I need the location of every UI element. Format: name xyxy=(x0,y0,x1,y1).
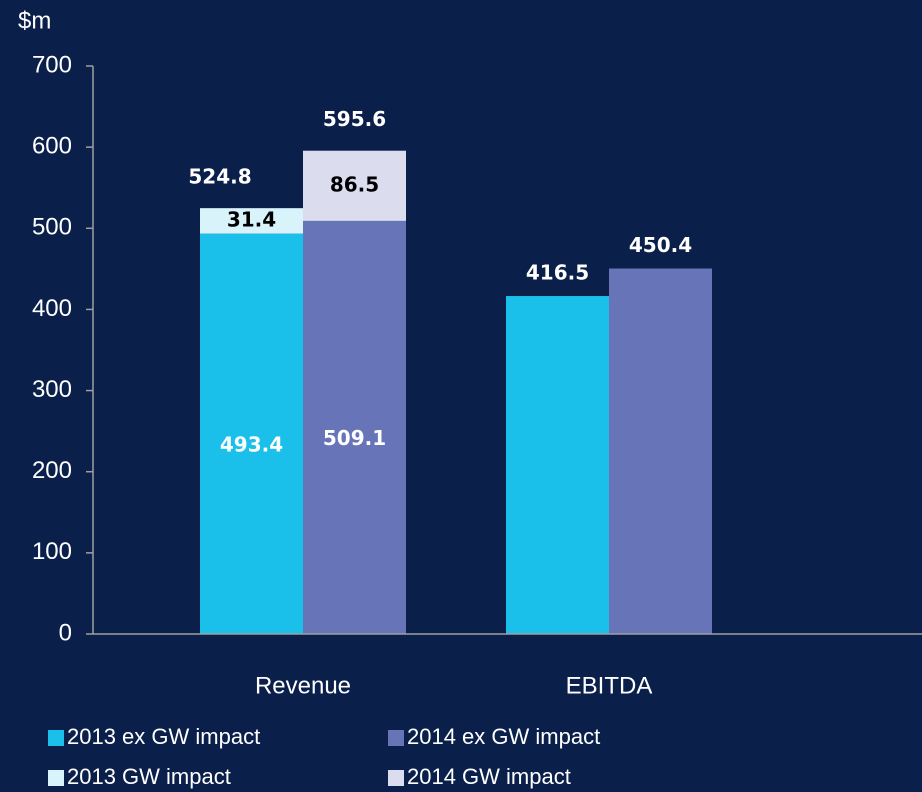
bar xyxy=(200,208,303,234)
data-label: 31.4 xyxy=(227,207,276,231)
y-tick-label: 700 xyxy=(32,51,72,78)
bar xyxy=(200,233,303,634)
y-tick-label: 0 xyxy=(59,619,72,646)
y-axis-label: $m xyxy=(18,7,51,34)
legend-swatch xyxy=(388,770,404,786)
data-label: 493.4 xyxy=(220,432,283,456)
y-tick-label: 500 xyxy=(32,214,72,241)
y-tick-label: 600 xyxy=(32,132,72,159)
x-tick-label: EBITDA xyxy=(566,672,653,699)
data-label: 509.1 xyxy=(323,426,386,450)
legend-label: 2014 GW impact xyxy=(407,764,571,789)
legend-label: 2013 ex GW impact xyxy=(67,724,260,749)
data-label: 86.5 xyxy=(330,172,379,196)
bar xyxy=(303,220,406,634)
legend-swatch xyxy=(48,770,64,786)
total-label: 595.6 xyxy=(323,107,386,131)
legend-swatch xyxy=(48,730,64,746)
y-tick-label: 100 xyxy=(32,538,72,565)
y-tick-label: 200 xyxy=(32,457,72,484)
bar xyxy=(303,150,406,221)
data-label: 416.5 xyxy=(526,261,589,285)
legend-label: 2014 ex GW impact xyxy=(407,724,600,749)
legend-swatch xyxy=(388,730,404,746)
x-tick-label: Revenue xyxy=(255,672,351,699)
y-tick-label: 400 xyxy=(32,295,72,322)
total-label: 524.8 xyxy=(188,165,251,189)
bar xyxy=(609,268,712,634)
bar xyxy=(506,296,609,634)
legend-label: 2013 GW impact xyxy=(67,764,231,789)
data-label: 450.4 xyxy=(629,233,692,257)
y-tick-label: 300 xyxy=(32,376,72,403)
